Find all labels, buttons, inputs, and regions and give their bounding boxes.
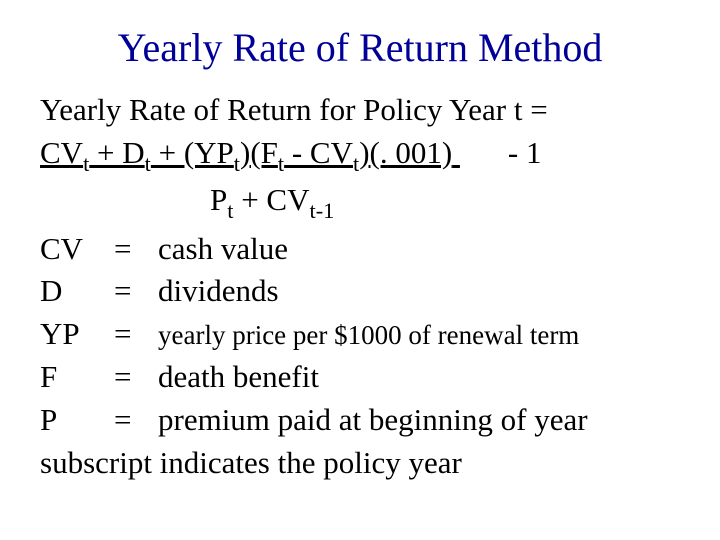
definitions: CV = cash value D = dividends YP = yearl… <box>40 228 680 442</box>
num-f: )(F <box>240 135 278 170</box>
def-eq: = <box>114 228 158 271</box>
num-yp-sub: t <box>234 151 240 176</box>
intro-line: Yearly Rate of Return for Policy Year t … <box>40 89 680 132</box>
def-desc: dividends <box>158 270 680 313</box>
def-row: D = dividends <box>40 270 680 313</box>
formula-numerator: CVt + Dt + (YPt)(Ft - CVt)(. 001) - 1 <box>40 132 680 179</box>
def-desc: cash value <box>158 228 680 271</box>
def-sym: P <box>40 399 114 442</box>
num-const: )(. 001) <box>359 135 452 170</box>
def-row: CV = cash value <box>40 228 680 271</box>
def-sym: F <box>40 356 114 399</box>
def-desc: yearly price per $1000 of renewal term <box>158 317 680 354</box>
num-cv2: - CV <box>284 135 353 170</box>
def-sym: CV <box>40 228 114 271</box>
num-cv2-sub: t <box>353 151 359 176</box>
num-cv-sub: t <box>83 151 89 176</box>
def-row: YP = yearly price per $1000 of renewal t… <box>40 313 680 356</box>
num-cv: CV <box>40 135 83 170</box>
num-f-sub: t <box>278 151 284 176</box>
numerator-underline: CVt + Dt + (YPt)(Ft - CVt)(. 001) <box>40 135 460 170</box>
formula-tail: - 1 <box>508 132 542 175</box>
def-sym: D <box>40 270 114 313</box>
den-cv-sub: t-1 <box>310 198 335 223</box>
num-yp: + (YP <box>151 135 234 170</box>
formula-denominator: Pt + CVt-1 <box>210 179 680 226</box>
den-p-sub: t <box>227 198 233 223</box>
num-d: + D <box>89 135 144 170</box>
num-d-sub: t <box>145 151 151 176</box>
def-row: P = premium paid at beginning of year <box>40 399 680 442</box>
def-desc: premium paid at beginning of year <box>158 399 680 442</box>
def-eq: = <box>114 399 158 442</box>
slide-body: Yearly Rate of Return for Policy Year t … <box>40 89 680 484</box>
def-eq: = <box>114 313 158 356</box>
den-p: P <box>210 182 227 217</box>
den-cv: + CV <box>233 182 309 217</box>
def-eq: = <box>114 356 158 399</box>
def-sym: YP <box>40 313 114 356</box>
slide: Yearly Rate of Return Method Yearly Rate… <box>0 0 720 540</box>
def-row: F = death benefit <box>40 356 680 399</box>
def-desc: death benefit <box>158 356 680 399</box>
def-eq: = <box>114 270 158 313</box>
footnote: subscript indicates the policy year <box>40 442 680 485</box>
slide-title: Yearly Rate of Return Method <box>40 24 680 71</box>
